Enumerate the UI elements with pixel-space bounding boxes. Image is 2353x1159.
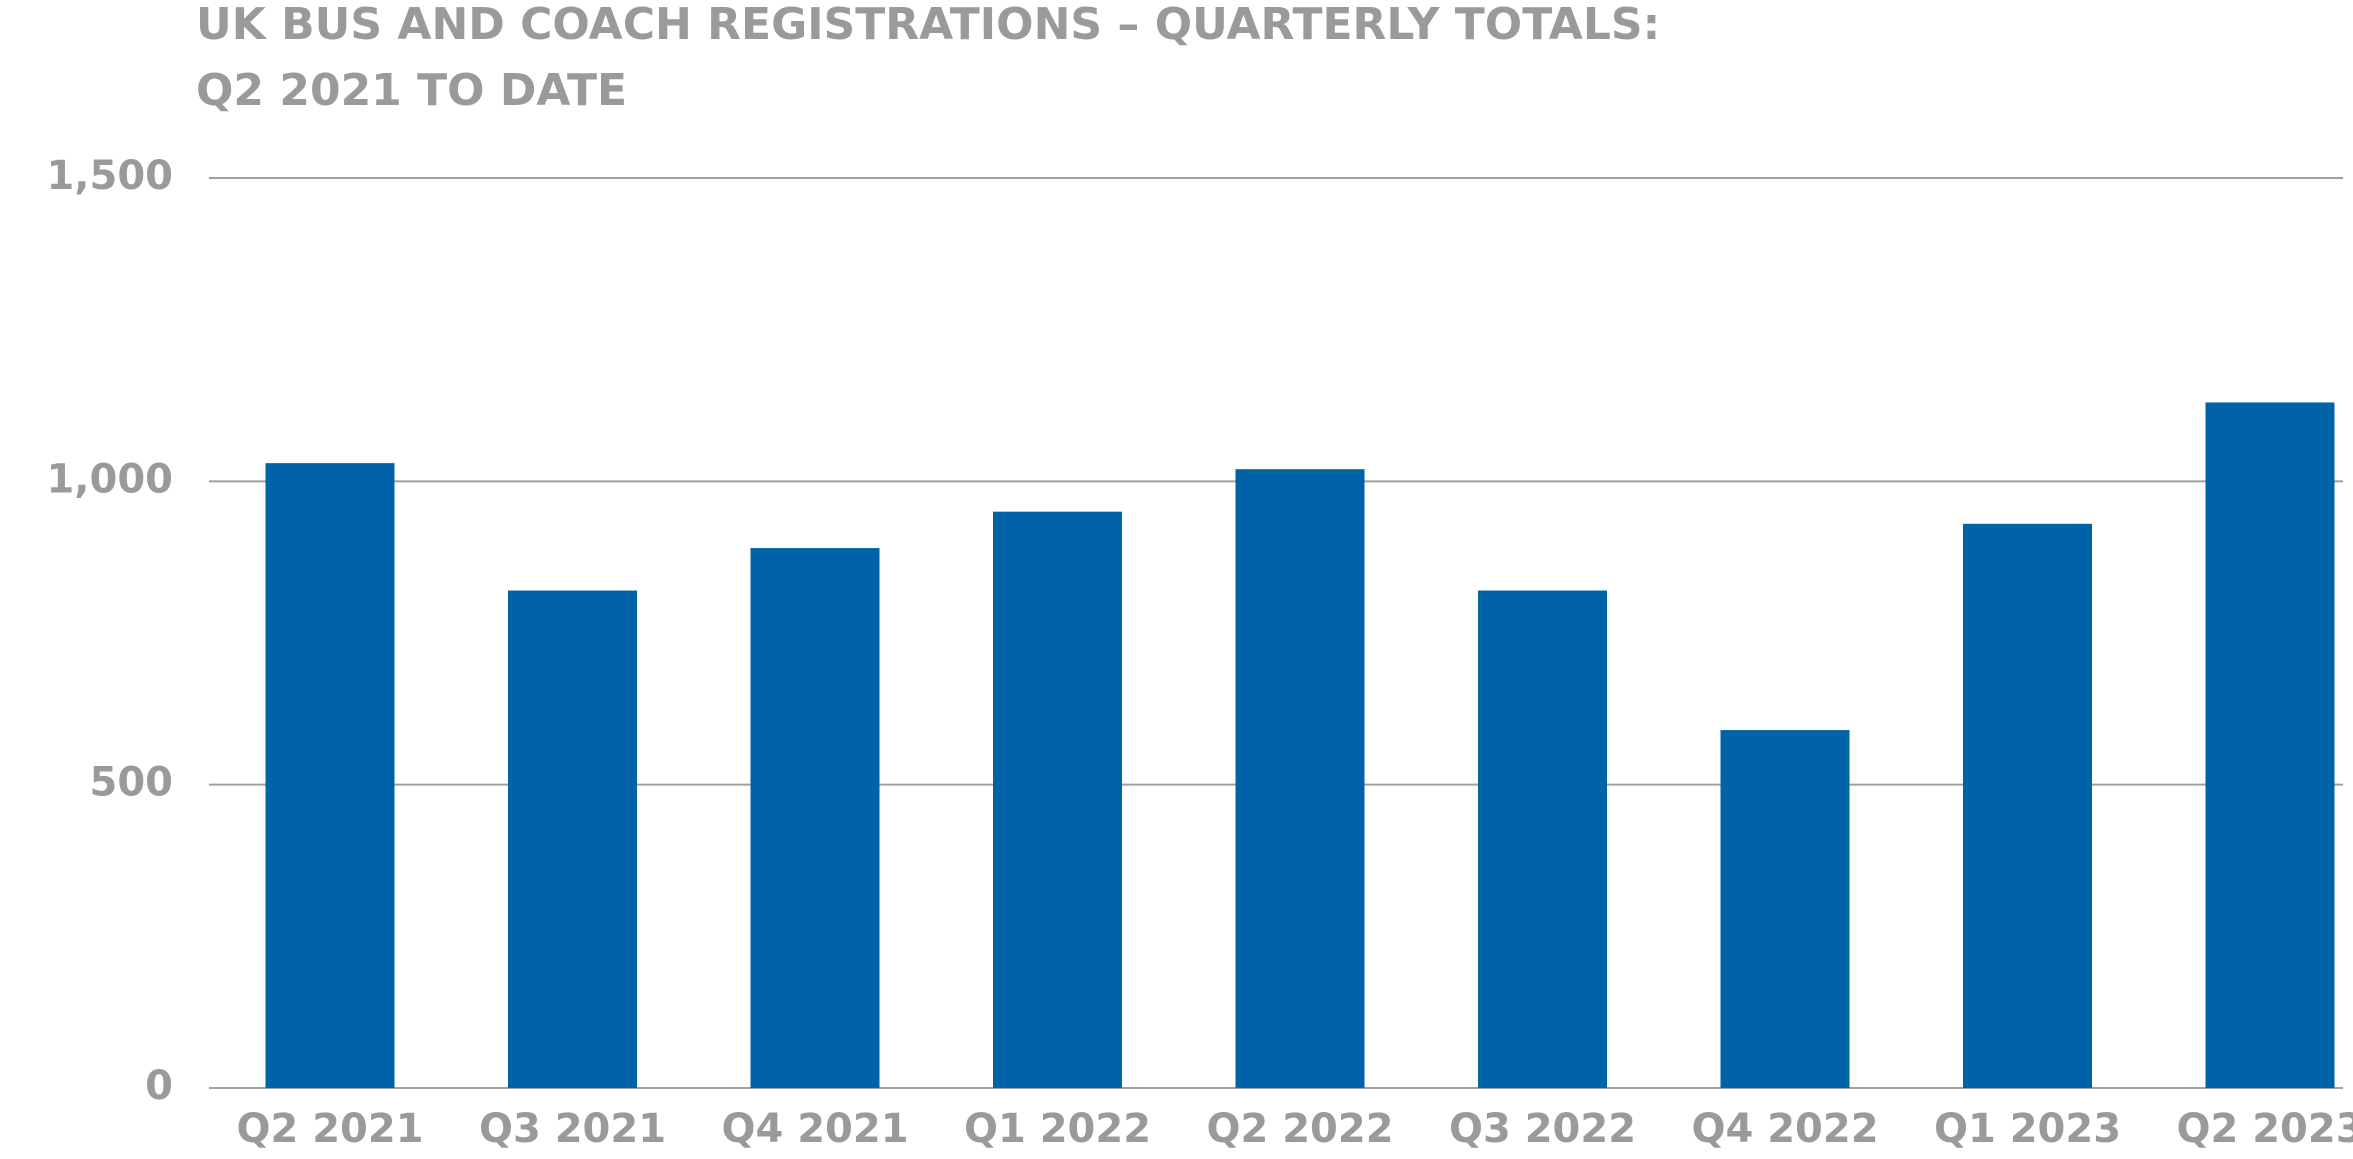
- bar: [993, 511, 1122, 1089]
- x-tick-label: Q1 2022: [964, 1106, 1151, 1152]
- bar: [2205, 402, 2335, 1088]
- y-tick-label: 500: [90, 760, 174, 806]
- bar: [1478, 590, 1607, 1088]
- y-tick-label: 0: [145, 1063, 173, 1109]
- chart-title: Q2 2021 TO DATE: [196, 65, 627, 116]
- y-tick-label: 1,500: [46, 153, 173, 199]
- bar: [750, 548, 880, 1088]
- y-tick-label: 1,000: [46, 456, 173, 502]
- x-tick-label: Q2 2022: [1206, 1106, 1393, 1152]
- x-tick-label: Q2 2023: [2176, 1106, 2353, 1152]
- x-tick-label: Q3 2021: [479, 1106, 666, 1152]
- x-tick-label: Q4 2022: [1691, 1106, 1878, 1152]
- x-tick-label: Q4 2021: [721, 1106, 908, 1152]
- bar: [508, 590, 637, 1088]
- chart-title: UK BUS AND COACH REGISTRATIONS – QUARTER…: [196, 0, 1660, 50]
- bar: [265, 463, 395, 1089]
- bar: [1720, 730, 1850, 1088]
- x-tick-label: Q3 2022: [1449, 1106, 1636, 1152]
- bar: [1963, 523, 2092, 1088]
- x-tick-label: Q1 2023: [1934, 1106, 2121, 1152]
- bar: [1235, 469, 1365, 1088]
- x-tick-label: Q2 2021: [236, 1106, 423, 1152]
